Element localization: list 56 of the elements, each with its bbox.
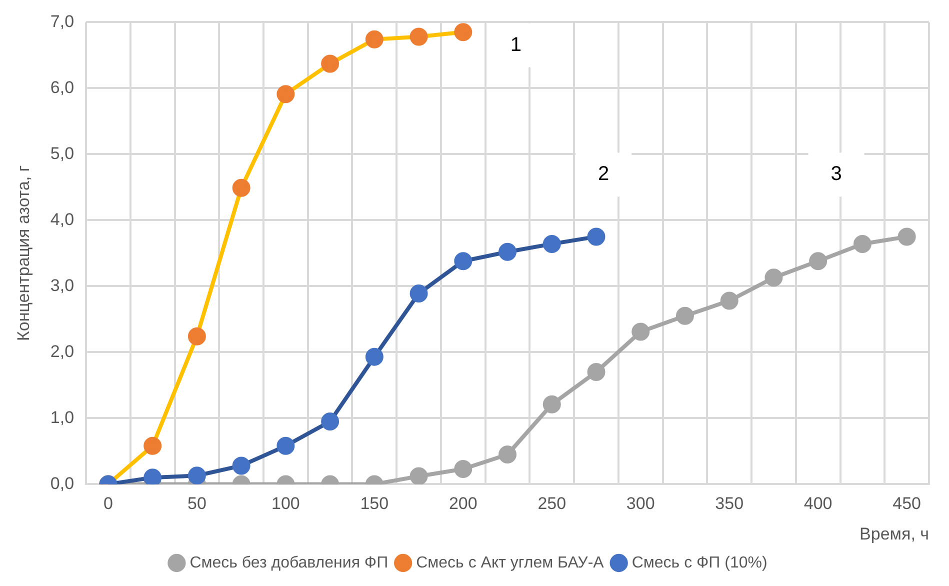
x-tick-label: 100 (271, 494, 300, 514)
point (676, 306, 694, 325)
y-tick-label: 4,0 (50, 210, 74, 229)
y-tick-label: 6,0 (50, 78, 74, 97)
point (188, 327, 206, 346)
x-tick-label: 400 (804, 494, 832, 514)
legend-label: Смесь без добавления ФП (190, 554, 388, 572)
point (498, 446, 517, 464)
y-tick-label: 1,0 (50, 408, 74, 427)
point (410, 28, 428, 46)
point (321, 54, 340, 73)
x-tick-label: 350 (715, 494, 744, 514)
annotation: 1 (510, 34, 522, 56)
point (365, 348, 384, 366)
y-tick-label: 5,0 (50, 144, 74, 163)
y-tick-label: 2,0 (50, 342, 74, 361)
point (587, 363, 606, 381)
x-tick-label: 150 (360, 494, 389, 514)
point (632, 322, 650, 341)
x-tick-label: 200 (448, 494, 478, 514)
point (232, 178, 250, 197)
y-axis-title: Концентрация азота, г (14, 165, 33, 342)
point (232, 456, 250, 475)
x-tick-label: 0 (103, 494, 113, 514)
point (498, 242, 517, 261)
point (276, 85, 295, 104)
point (542, 395, 561, 414)
point (542, 234, 561, 253)
point (454, 23, 472, 42)
point (410, 467, 428, 484)
point (144, 436, 162, 455)
point (410, 284, 428, 302)
point (454, 252, 472, 270)
point (188, 466, 206, 484)
x-axis-title: Время, ч (860, 524, 929, 544)
x-tick-label: 250 (538, 494, 566, 514)
y-tick-label: 0,0 (50, 474, 74, 493)
point (898, 228, 916, 246)
point (764, 268, 783, 287)
point (365, 30, 384, 48)
point (454, 460, 472, 478)
point (587, 228, 606, 246)
legend-label: Смесь с ФП (10%) (632, 554, 768, 572)
x-tick-label: 300 (626, 494, 655, 514)
annotation: 3 (830, 163, 842, 186)
legend-label: Смесь с Акт углем БАУ-А (416, 554, 604, 572)
y-tick-label: 3,0 (50, 276, 74, 295)
point (853, 234, 872, 253)
point (809, 252, 828, 270)
y-tick-label: 7,0 (50, 12, 74, 31)
point (321, 412, 340, 430)
x-tick-label: 50 (187, 494, 206, 514)
annotation: 2 (598, 163, 610, 186)
x-tick-label: 450 (892, 494, 922, 514)
point (720, 292, 738, 310)
point (276, 436, 295, 455)
